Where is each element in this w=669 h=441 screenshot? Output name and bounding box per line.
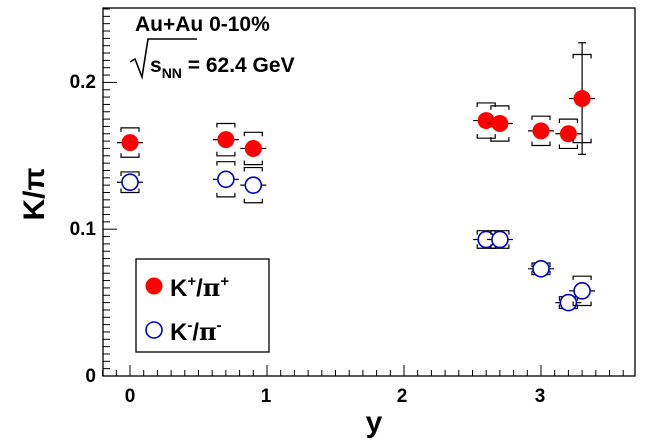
sys-bracket-bottom <box>120 153 140 158</box>
sys-bracket-top <box>572 275 592 281</box>
x-tick-labels: 0 1 2 3 <box>125 386 546 407</box>
sys-bracket-top <box>490 105 510 110</box>
y-tick-label-0.1: 0.1 <box>70 219 97 240</box>
marker <box>491 115 509 133</box>
marker <box>244 176 263 194</box>
marker <box>244 139 262 157</box>
data-point <box>569 42 596 155</box>
x-tick-label-0: 0 <box>125 386 136 407</box>
sys-bracket-top <box>120 171 140 176</box>
data-point <box>555 118 582 150</box>
y-tick-label-0: 0 <box>85 366 96 387</box>
legend-label-k-minus: K-/π- <box>170 317 222 346</box>
sys-bracket-top <box>216 161 236 166</box>
sys-bracket-top <box>490 230 510 235</box>
data-point <box>486 105 513 142</box>
y-tick-labels: 0 0.1 0.2 <box>70 72 97 387</box>
sys-bracket-bottom <box>572 301 592 307</box>
marker <box>573 90 591 108</box>
data-point <box>528 260 554 278</box>
series-k-plus-pi-plus <box>117 42 596 166</box>
marker <box>217 131 235 149</box>
legend-k-plus-base: K <box>170 275 188 302</box>
data-point <box>240 166 267 204</box>
sys-bracket-top <box>216 122 236 128</box>
legend-k-minus-base: K <box>170 319 188 346</box>
legend-k-minus-sup: - <box>187 317 192 334</box>
x-tick-label-1: 1 <box>261 386 272 407</box>
legend-k-plus-pisup: + <box>220 273 229 290</box>
marker <box>532 260 550 278</box>
data-point <box>240 131 267 166</box>
legend-k-minus-sep: / <box>192 319 199 346</box>
x-tick-label-2: 2 <box>397 386 408 407</box>
x-axis-title: y <box>366 406 383 439</box>
marker <box>477 112 495 130</box>
legend-k-minus-pi: π <box>199 317 217 346</box>
sys-bracket-top <box>531 115 551 121</box>
sys-bracket-top <box>243 131 263 137</box>
sys-bracket-bottom <box>216 192 236 198</box>
annotation-value: = 62.4 GeV <box>182 54 295 77</box>
legend: K+/π+ K-/π- <box>135 258 270 353</box>
data-point <box>117 171 143 194</box>
legend-k-plus-sep: / <box>196 275 203 302</box>
sys-bracket-top <box>558 118 578 124</box>
marker <box>532 122 550 140</box>
sys-bracket-bottom <box>531 141 551 147</box>
marker <box>559 125 577 143</box>
sys-bracket-bottom <box>216 151 236 157</box>
data-point <box>528 115 554 147</box>
legend-marker-k-plus <box>145 277 163 295</box>
annotation-subscript: NN <box>162 65 182 81</box>
sys-bracket-bottom <box>243 198 263 204</box>
marker <box>491 230 509 249</box>
data-point <box>555 293 582 312</box>
annotation-system: Au+Au 0-10% <box>135 13 270 36</box>
data-point <box>212 161 239 198</box>
y-axis-title: K/π <box>18 167 51 220</box>
axis-ticks <box>102 8 624 377</box>
data-point <box>486 230 513 249</box>
sys-bracket-top <box>476 102 496 107</box>
series-k-minus-pi-minus <box>117 161 596 312</box>
sqrt-sign-icon <box>129 38 197 81</box>
sys-bracket-top <box>120 127 140 132</box>
x-tick-label-3: 3 <box>535 386 546 407</box>
marker <box>217 170 235 189</box>
marker <box>121 134 139 152</box>
y-tick-label-0.2: 0.2 <box>70 72 96 93</box>
annotation-s: s <box>150 54 162 77</box>
marker <box>559 293 578 312</box>
annotation-energy: sNN = 62.4 GeV <box>150 54 295 81</box>
marker <box>121 173 139 192</box>
sys-bracket-bottom <box>490 137 510 142</box>
marker <box>573 282 591 300</box>
collision-annotation: Au+Au 0-10% sNN = 62.4 GeV <box>129 13 295 81</box>
data-point <box>212 122 239 157</box>
data-point <box>117 127 143 158</box>
sys-bracket-bottom <box>490 244 510 249</box>
data-point <box>569 275 596 307</box>
sys-bracket-bottom <box>243 160 263 166</box>
sys-bracket-bottom <box>558 144 578 150</box>
sys-bracket-bottom <box>476 134 496 139</box>
legend-k-plus-sup: + <box>187 273 196 290</box>
legend-k-plus-pi: π <box>203 273 221 302</box>
legend-k-minus-pisup: - <box>217 317 222 334</box>
sys-bracket-top <box>243 166 263 172</box>
legend-marker-k-minus <box>145 321 163 339</box>
sys-bracket-bottom <box>120 188 140 194</box>
legend-label-k-plus: K+/π+ <box>170 273 229 302</box>
